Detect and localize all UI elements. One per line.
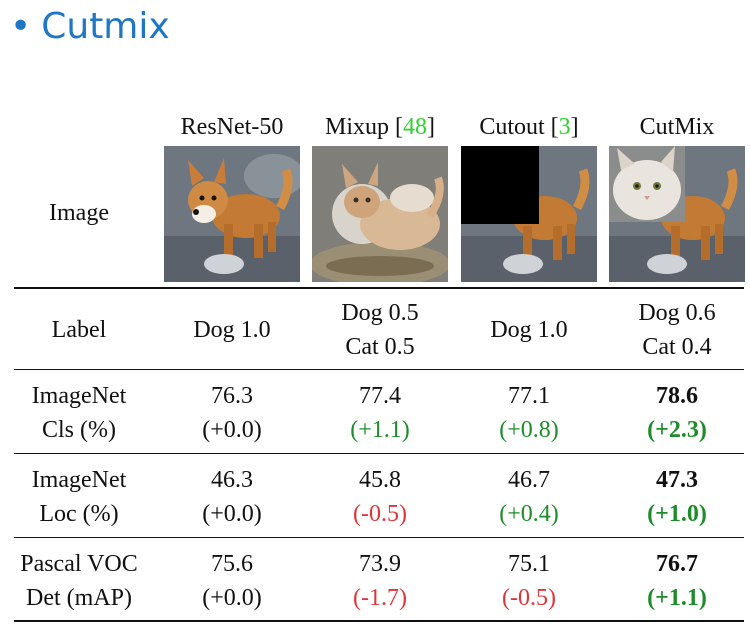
det-delta-cutmix: (+1.1) (647, 585, 707, 611)
det-value-mixup: 73.9 (359, 551, 401, 577)
row-label-det-2: Det (mAP) (26, 585, 132, 611)
det-delta-resnet50: (+0.0) (202, 585, 262, 611)
image-mixup-blend (312, 146, 448, 282)
row-label-cls-2: Cls (%) (42, 417, 116, 443)
label-cutout: Dog 1.0 (490, 317, 568, 343)
rule-3 (14, 537, 744, 538)
cls-delta-resnet50: (+0.0) (202, 417, 262, 443)
cls-delta-cutout: (+0.8) (499, 417, 559, 443)
image-cutout-dog (461, 146, 597, 282)
det-value-cutmix: 76.7 (656, 551, 698, 577)
cls-value-cutmix: 78.6 (656, 383, 698, 409)
loc-delta-cutout: (+0.4) (499, 501, 559, 527)
cls-value-cutout: 77.1 (508, 383, 550, 409)
col-header-cutmix: CutMix (639, 114, 715, 140)
det-value-cutout: 75.1 (508, 551, 550, 577)
loc-value-cutmix: 47.3 (656, 467, 698, 493)
loc-delta-cutmix: (+1.0) (647, 501, 707, 527)
loc-delta-mixup: (-0.5) (353, 501, 407, 527)
det-value-resnet50: 75.6 (211, 551, 253, 577)
det-delta-cutout: (-0.5) (502, 585, 556, 611)
col-header-resnet50: ResNet-50 (180, 114, 284, 140)
title-text: Cutmix (41, 6, 170, 47)
citation-link[interactable]: 48 (403, 114, 427, 140)
label-resnet50: Dog 1.0 (193, 317, 271, 343)
det-delta-mixup: (-1.7) (353, 585, 407, 611)
col-header-cutout: Cutout [3] (479, 114, 579, 140)
rule-1 (14, 369, 744, 370)
rule-bottom (14, 620, 744, 622)
cls-value-resnet50: 76.3 (211, 383, 253, 409)
rule-top (14, 287, 744, 289)
loc-value-cutout: 46.7 (508, 467, 550, 493)
row-label-loc-1: ImageNet (31, 467, 127, 493)
row-label-label: Label (51, 317, 107, 343)
label-cutmix-dog: Dog 0.6 (638, 300, 716, 326)
cls-delta-mixup: (+1.1) (350, 417, 410, 443)
citation-link[interactable]: 3 (558, 114, 571, 140)
slide-title: • Cutmix (10, 2, 170, 52)
title-bullet: • (10, 6, 32, 47)
label-cutmix-cat: Cat 0.4 (642, 334, 712, 360)
label-mixup-dog: Dog 0.5 (341, 300, 419, 326)
row-label-loc-2: Loc (%) (39, 501, 119, 527)
image-resnet50-dog (164, 146, 300, 282)
row-label-det-1: Pascal VOC (20, 551, 138, 577)
cls-value-mixup: 77.4 (359, 383, 401, 409)
loc-value-resnet50: 46.3 (211, 467, 253, 493)
row-label-cls-1: ImageNet (31, 383, 127, 409)
col-header-mixup: Mixup [48] (325, 114, 435, 140)
image-cutmix-patch (609, 146, 745, 282)
rule-2 (14, 453, 744, 454)
cls-delta-cutmix: (+2.3) (647, 417, 707, 443)
loc-value-mixup: 45.8 (359, 467, 401, 493)
label-mixup-cat: Cat 0.5 (345, 334, 415, 360)
loc-delta-resnet50: (+0.0) (202, 501, 262, 527)
row-label-image: Image (49, 200, 109, 226)
